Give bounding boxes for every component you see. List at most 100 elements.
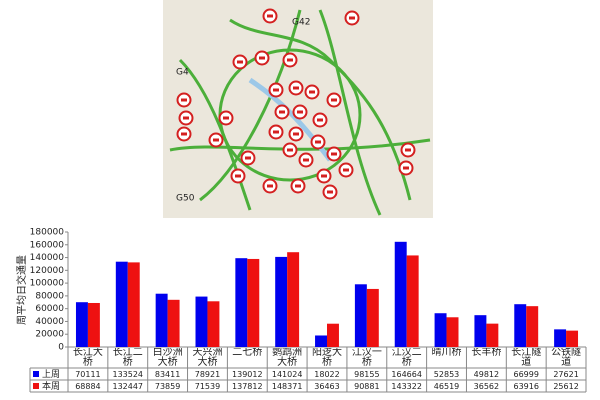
y-tick-label: 160000 bbox=[30, 240, 65, 250]
map-icon-car bbox=[235, 174, 241, 178]
map-icon-car bbox=[273, 88, 279, 92]
bar bbox=[167, 299, 180, 347]
map-icon-car bbox=[181, 132, 187, 136]
bar bbox=[207, 301, 220, 347]
bar bbox=[514, 304, 527, 347]
x-tick-label: 公铁隧道 bbox=[551, 348, 582, 368]
x-tick-label: 长丰桥 bbox=[471, 348, 502, 358]
road bbox=[178, 58, 252, 211]
y-tick-label: 100000 bbox=[30, 279, 65, 289]
table-value: 46519 bbox=[434, 382, 459, 391]
map-icon-car bbox=[331, 152, 337, 156]
table-value: 68884 bbox=[75, 382, 100, 391]
map-icon-car bbox=[259, 56, 265, 60]
map-icon-car bbox=[287, 58, 293, 62]
map-icon-car bbox=[327, 190, 333, 194]
x-tick-label: 长江大桥 bbox=[72, 348, 103, 368]
bar bbox=[115, 261, 128, 347]
bar bbox=[315, 335, 327, 347]
legend-label: 本周 bbox=[42, 380, 60, 392]
bar bbox=[195, 296, 208, 347]
legend-swatch bbox=[33, 383, 39, 389]
map-label: G50 bbox=[176, 194, 195, 204]
map-icon-car bbox=[223, 116, 229, 120]
y-tick-label: 20000 bbox=[35, 330, 64, 340]
bar bbox=[406, 255, 419, 347]
table-value: 90881 bbox=[354, 382, 379, 391]
bar bbox=[354, 284, 367, 347]
map-icon-car bbox=[317, 118, 323, 122]
map-label: G4 bbox=[176, 68, 189, 78]
road bbox=[169, 138, 431, 152]
bar bbox=[327, 323, 339, 347]
bar bbox=[155, 293, 168, 347]
map-icon-car bbox=[183, 116, 189, 120]
bar bbox=[394, 241, 407, 347]
map-icon-car bbox=[287, 148, 293, 152]
x-tick-label: 天兴洲大桥 bbox=[192, 348, 223, 368]
table-value: 164664 bbox=[391, 370, 422, 379]
table-value: 49812 bbox=[474, 370, 499, 379]
y-tick-label: 80000 bbox=[35, 291, 64, 301]
table-value: 132447 bbox=[112, 382, 143, 391]
map-icon-car bbox=[297, 110, 303, 114]
map-icon-car bbox=[181, 98, 187, 102]
map-icon-car bbox=[303, 158, 309, 162]
y-tick-label: 0 bbox=[58, 343, 64, 353]
legend-swatch bbox=[33, 371, 39, 377]
table-value: 139012 bbox=[232, 370, 263, 379]
table-value: 66999 bbox=[514, 370, 539, 379]
map: G42 G4 G50 bbox=[163, 0, 433, 218]
table-value: 137812 bbox=[232, 382, 263, 391]
table-value: 18022 bbox=[314, 370, 339, 379]
table-value: 52853 bbox=[434, 370, 459, 379]
map-icon-car bbox=[315, 140, 321, 144]
map-icon-car bbox=[245, 156, 251, 160]
map-icon-car bbox=[331, 98, 337, 102]
map-icon-car bbox=[309, 90, 315, 94]
table-value: 36562 bbox=[474, 382, 499, 391]
y-tick-label: 60000 bbox=[35, 304, 64, 314]
table-value: 70111 bbox=[75, 370, 100, 379]
y-axis-title: 周平均日交通量 bbox=[15, 255, 28, 325]
map-icon-car bbox=[237, 60, 243, 64]
x-tick-label: 阳逻大桥 bbox=[311, 348, 342, 368]
table-value: 27621 bbox=[553, 370, 578, 379]
map-icons bbox=[176, 8, 416, 200]
x-tick-label: 长江二桥 bbox=[112, 348, 143, 368]
y-tick-label: 40000 bbox=[35, 317, 64, 327]
road bbox=[199, 9, 302, 202]
bar bbox=[75, 302, 88, 347]
table-value: 36463 bbox=[314, 382, 339, 391]
x-tick-label: 白沙洲大桥 bbox=[152, 348, 183, 368]
x-tick-label: 鹦鹉洲大桥 bbox=[272, 348, 303, 368]
table-value: 141024 bbox=[272, 370, 303, 379]
bar bbox=[526, 306, 539, 347]
table-value: 25612 bbox=[553, 382, 578, 391]
bar bbox=[275, 256, 288, 347]
bar bbox=[486, 323, 499, 347]
bar bbox=[247, 258, 260, 347]
legend-label: 上周 bbox=[42, 369, 60, 380]
x-tick-label: 长江隧道 bbox=[511, 348, 542, 368]
table-value: 71539 bbox=[195, 382, 220, 391]
map-icon-car bbox=[293, 132, 299, 136]
table-value: 78921 bbox=[195, 370, 220, 379]
map-icon-car bbox=[279, 110, 285, 114]
map-icon-car bbox=[295, 184, 301, 188]
bar bbox=[127, 262, 140, 347]
x-tick-label: 二七桥 bbox=[232, 348, 263, 358]
table-value: 83411 bbox=[155, 370, 180, 379]
map-icon-car bbox=[403, 166, 409, 170]
map-icon-car bbox=[273, 130, 279, 134]
bar bbox=[554, 329, 567, 347]
map-icon-car bbox=[213, 138, 219, 142]
bar bbox=[366, 288, 379, 347]
bar bbox=[446, 317, 459, 347]
map-icon-car bbox=[343, 168, 349, 172]
bar bbox=[566, 330, 579, 347]
x-tick-label: 江汉一桥 bbox=[351, 348, 382, 368]
bar bbox=[87, 302, 100, 347]
